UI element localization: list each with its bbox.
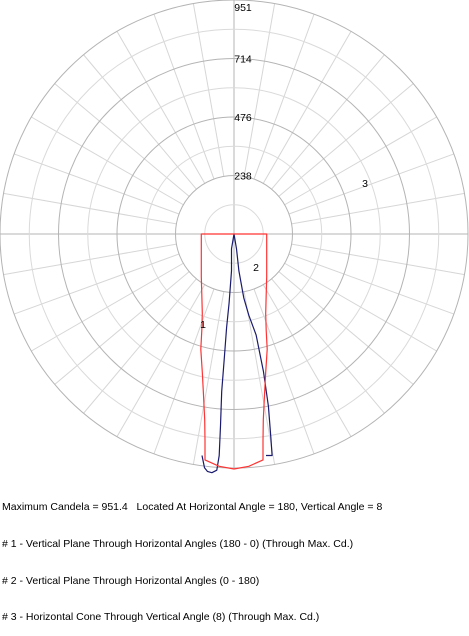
legend-curve-1: # 1 - Vertical Plane Through Horizontal …	[2, 538, 354, 551]
polar-ring-major	[116, 116, 352, 352]
polar-ring-major	[175, 175, 293, 293]
curve-label-2: 2	[253, 262, 259, 274]
polar-ring-minor	[145, 145, 323, 323]
curve-label-3: 3	[362, 178, 368, 190]
curve-3	[200, 233, 268, 470]
polar-ring-major	[0, 0, 469, 469]
polar-ring-minor	[28, 28, 440, 440]
legend-curve-3: # 3 - Horizontal Cone Through Vertical A…	[2, 611, 320, 624]
legend-curve-2: # 2 - Vertical Plane Through Horizontal …	[2, 574, 260, 587]
curve-number-labels: 1 2 3	[200, 178, 368, 331]
candela-curves	[200, 233, 273, 474]
polar-grid	[0, 0, 469, 469]
polar-candela-chart: 238 476 714 951 1 2 3	[0, 0, 469, 474]
curve-1	[201, 233, 235, 474]
curve-label-1: 1	[200, 319, 206, 331]
radial-tick-label: 714	[234, 54, 252, 66]
chart-legend: Maximum Candela = 951.4 Located At Horiz…	[2, 477, 382, 636]
radial-tick-label: 238	[234, 171, 252, 183]
radial-tick-label: 951	[234, 2, 252, 14]
radial-tick-labels: 238 476 714 951	[234, 2, 252, 183]
polar-ring-minor	[87, 87, 381, 381]
max-candela-text: Maximum Candela = 951.4 Located At Horiz…	[2, 501, 383, 514]
curve-2	[233, 233, 273, 457]
radial-tick-label: 476	[234, 112, 252, 124]
polar-ring-major	[58, 58, 410, 410]
